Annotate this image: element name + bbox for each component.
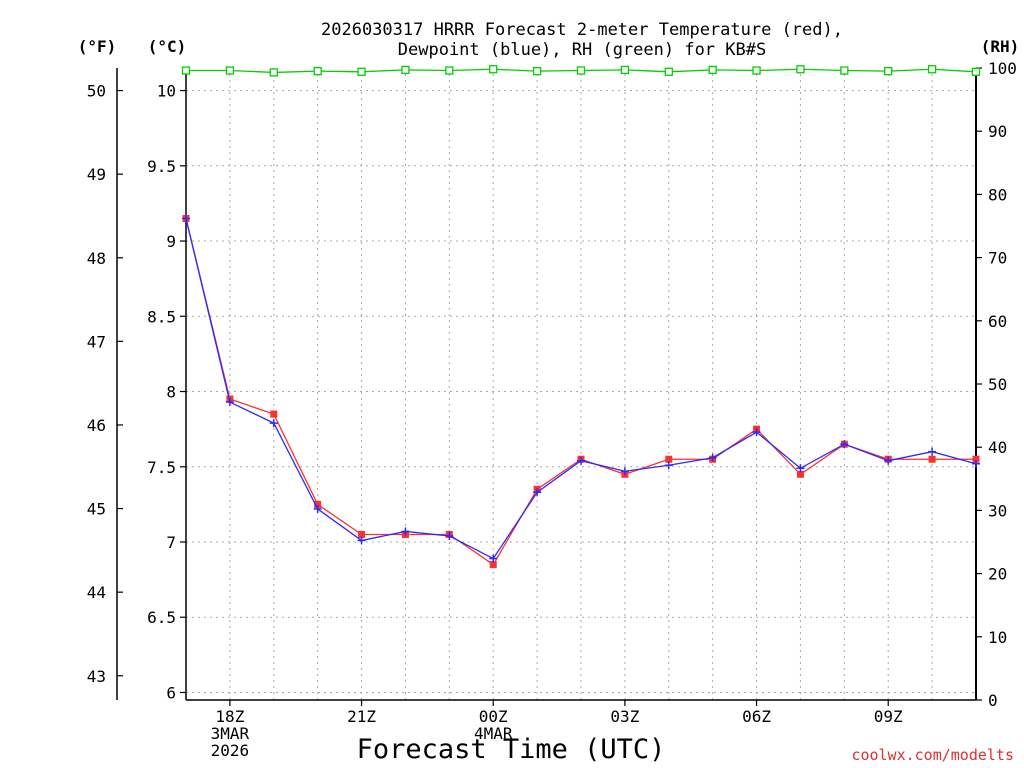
dewpoint-point [445,531,454,540]
rh-tick-label: 10 [988,628,1007,647]
dewpoint-point [577,456,585,465]
x-tick-label: 03Z [610,707,639,726]
temperature-point [358,530,366,538]
rh-tick-label: 90 [988,122,1007,141]
fahrenheit-unit-label: (°F) [78,37,117,56]
x-tick-label: 18Z [215,707,244,726]
rh-point [796,65,805,74]
temperature-point [314,500,322,508]
temperature-point [928,455,936,463]
rh-point [313,67,322,76]
rh-tick-label: 100 [988,59,1017,78]
rh-point [181,66,191,75]
dewpoint-point [357,536,366,545]
dewpoint-point [884,456,893,465]
celsius-unit-label: (°C) [148,37,187,56]
temperature-point [972,455,980,463]
rh-tick-label: 20 [988,565,1007,584]
chart-axes: 6 6.5 7 7.5 8 8.5 9 9.5 10 43 44 45 46 47 48 49 50 0 10 20 3… [87,59,1017,760]
rh-point [401,65,410,75]
temperature-point [489,561,497,569]
chart-title-line-2: Dewpoint (blue), RH (green) for KB#S [398,40,766,60]
rh-point [752,66,761,75]
rh-tick-label: 50 [988,375,1007,394]
celsius-tick-label: 7 [166,533,176,552]
fahrenheit-tick-label: 44 [87,583,106,602]
dewpoint-point [269,419,278,428]
rh-point [357,67,366,76]
watermark: coolwx.com/modelts [851,746,1014,764]
dewpoint-point [533,488,542,497]
dewpoint-point [752,428,761,437]
x-tick-label: 2026 [211,741,250,760]
dewpoint-point [664,461,673,470]
celsius-tick-label: 6.5 [147,608,176,627]
celsius-tick-label: 8 [166,383,176,402]
rh-point [840,66,849,75]
x-tick-label: 06Z [742,707,771,726]
rh-point [269,68,278,77]
x-tick-label: 00Z [479,707,508,726]
fahrenheit-tick-label: 50 [87,82,106,101]
dewpoint-point [708,453,717,462]
fahrenheit-tick-label: 45 [87,500,106,519]
rh-tick-label: 70 [988,249,1007,268]
rh-point [664,67,673,76]
rh-point [971,67,981,76]
rh-point [884,67,893,76]
dewpoint-point [840,440,849,449]
rh-point [620,65,630,75]
dewpoint-point [620,467,629,476]
rh-tick-label: 60 [988,312,1007,331]
rh-tick-label: 0 [988,691,998,710]
x-tick-label: 4MAR [474,724,513,743]
fahrenheit-tick-label: 46 [87,416,106,435]
rh-tick-label: 30 [988,501,1007,520]
celsius-tick-label: 9.5 [147,157,176,176]
celsius-tick-label: 10 [157,82,176,101]
rh-point [708,65,717,75]
rh-tick-label: 80 [988,185,1007,204]
temperature-point [796,470,804,478]
x-tick-label: 3MAR [211,724,250,743]
rh-tick-label: 40 [988,438,1007,457]
x-axis-title: Forecast Time (UTC) [357,734,666,765]
dewpoint-point [972,459,980,468]
rh-point [489,65,498,74]
chart-title-line-1: 2026030317 HRRR Forecast 2-meter Tempera… [321,20,843,40]
rh-unit-label: (RH) [981,37,1020,56]
rh-point [225,66,235,75]
dewpoint-point [182,214,190,223]
grid-lines [186,68,976,700]
dewpoint-point [489,554,498,563]
dewpoint-point [225,398,234,407]
fahrenheit-tick-label: 43 [87,667,106,686]
dewpoint-point [796,464,805,473]
x-tick-label: 09Z [874,707,903,726]
fahrenheit-tick-label: 48 [87,249,106,268]
celsius-tick-label: 8.5 [147,307,176,326]
dewpoint-point [313,504,322,513]
dewpoint-point [928,447,937,456]
data-series [181,65,981,569]
celsius-tick-label: 9 [166,232,176,251]
rh-point [445,66,454,75]
rh-point [576,66,586,75]
rh-point [927,65,937,74]
temperature-point [270,410,278,418]
x-tick-label: 21Z [347,707,376,726]
temperature-point [665,455,673,463]
dewpoint-point [401,527,410,536]
celsius-tick-label: 6 [166,683,176,702]
rh-point [532,67,542,76]
fahrenheit-tick-label: 49 [87,165,106,184]
celsius-tick-label: 7.5 [147,458,176,477]
fahrenheit-tick-label: 47 [87,332,106,351]
